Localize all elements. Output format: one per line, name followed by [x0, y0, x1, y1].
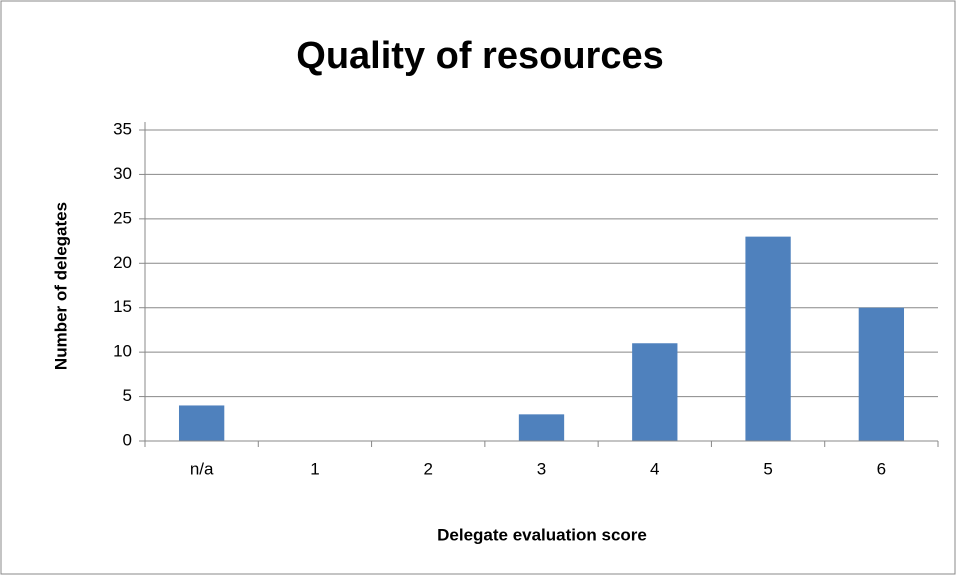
y-tick-label: 15 — [113, 297, 132, 316]
x-tick-label: n/a — [190, 459, 214, 478]
x-tick-label: 2 — [423, 459, 432, 478]
x-tick-label: 6 — [877, 459, 886, 478]
y-tick-label: 5 — [123, 386, 132, 405]
bar — [178, 405, 225, 441]
x-tick-label: 3 — [537, 459, 546, 478]
bar — [745, 236, 791, 441]
y-axis-label: Number of delegates — [51, 202, 70, 370]
bar — [858, 307, 905, 441]
x-tick-label: 1 — [310, 459, 319, 478]
bar — [632, 343, 678, 441]
y-tick-label: 0 — [123, 430, 132, 449]
x-axis-label: Delegate evaluation score — [437, 525, 647, 544]
x-tick-label: 5 — [763, 459, 772, 478]
y-tick-label: 30 — [113, 164, 132, 183]
chart-title: Quality of resources — [296, 35, 663, 77]
y-tick-label: 35 — [113, 119, 132, 138]
y-tick-label: 20 — [113, 253, 132, 272]
y-tick-label: 25 — [113, 208, 132, 227]
bar — [518, 414, 565, 441]
y-tick-label: 10 — [113, 342, 132, 361]
x-tick-label: 4 — [650, 459, 659, 478]
